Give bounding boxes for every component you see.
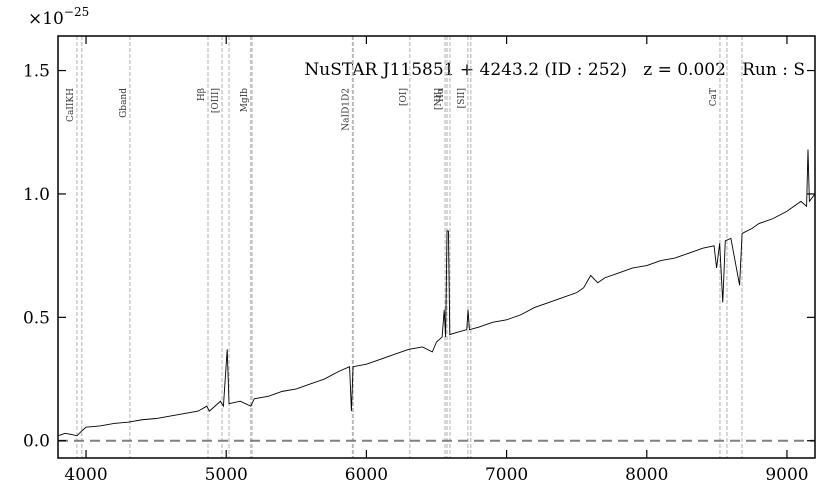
annotation: NuSTAR J115851 + 4243.2 (ID : 252) z = 0… [304,60,805,80]
marker-label: [NII] [434,88,444,110]
marker-label: CaIIKH [66,88,76,122]
marker-label: [OIII] [211,88,221,113]
y-tick-label: 0.0 [23,432,50,452]
y-tick-label: 1.0 [23,185,50,205]
marker-label: NaID1D2 [341,88,351,131]
marker-label: Hα [436,88,446,102]
x-tick-label: 8000 [625,465,668,485]
y-tick-label: 0.5 [23,308,50,328]
x-tick-label: 7000 [485,465,528,485]
x-tick-label: 4000 [64,465,107,485]
offset-text: ×10−25 [28,5,89,29]
plot-frame [57,35,816,459]
marker-label: Gband [119,88,129,118]
marker-label: [OI] [399,88,409,106]
marker-label: [SII] [457,88,467,108]
x-tick-label: 6000 [345,465,388,485]
marker-label: Hβ [197,88,207,101]
y-tick-label: 1.5 [23,62,50,82]
spectrum-line [57,149,816,437]
x-tick-label: 5000 [205,465,248,485]
marker-label: MgIb [240,88,250,113]
offset-base: ×10 [28,9,64,29]
x-tick-label: 9000 [765,465,808,485]
offset-exponent: −25 [64,5,89,19]
marker-label: CaT [709,88,719,106]
